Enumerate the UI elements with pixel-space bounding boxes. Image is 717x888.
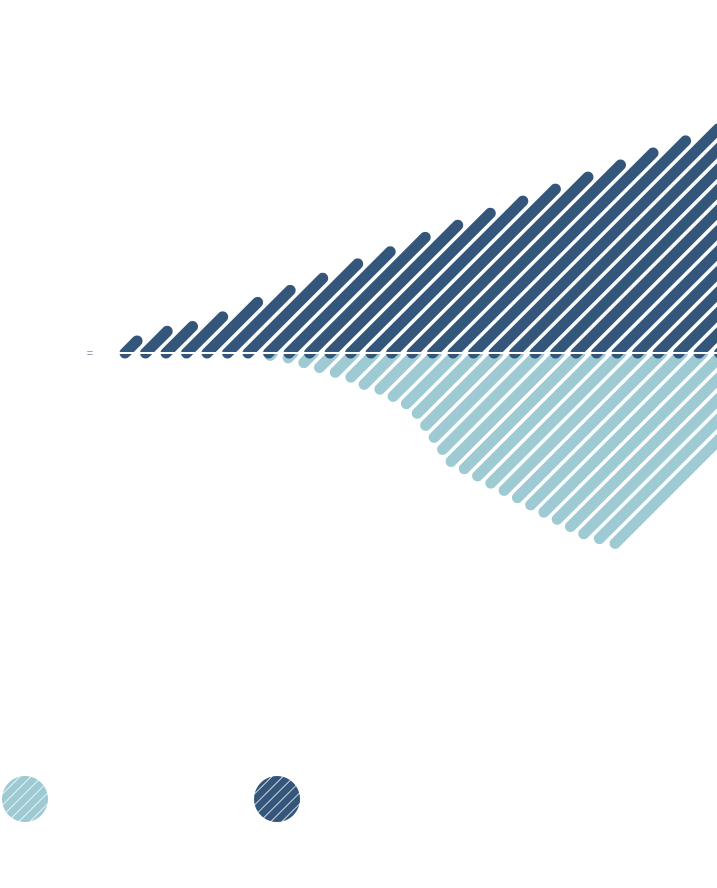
series-0-stripe-10 — [283, 246, 396, 359]
series-light-area — [264, 347, 717, 549]
series-0-stripe-17 — [427, 159, 626, 359]
series-1-stripe-29 — [578, 392, 717, 540]
series-1-stripe-18 — [437, 347, 545, 455]
series-0-stripe-24 — [570, 204, 717, 359]
series-dark-area — [0, 123, 717, 359]
series-0-stripe-25 — [591, 224, 717, 359]
series-1-stripe-14 — [400, 347, 463, 410]
series-1-stripe-26 — [538, 347, 709, 518]
series-1-stripe-15 — [411, 347, 483, 419]
series-0-stripe-2 — [119, 335, 143, 359]
legend-swatch-0 — [2, 776, 48, 822]
legend-swatch-1 — [254, 776, 300, 822]
series-1-stripe-21 — [472, 347, 606, 482]
series-0-stripe-18 — [447, 147, 659, 359]
legend — [2, 776, 300, 822]
series-1-stripe-17 — [428, 347, 524, 443]
series-1-stripe-25 — [525, 347, 688, 511]
series-0-stripe-16 — [406, 171, 594, 359]
series-1-stripe-24 — [511, 347, 668, 504]
series-0-stripe-15 — [386, 183, 561, 359]
series-1-stripe-12 — [374, 347, 422, 395]
series-0-stripe-23 — [550, 183, 717, 359]
series-0-stripe-26 — [611, 245, 717, 359]
series-1-stripe-19 — [445, 347, 565, 467]
series-0-stripe-28 — [652, 286, 717, 359]
series-0-stripe-4 — [160, 320, 199, 359]
series-0-stripe-6 — [201, 296, 264, 359]
series-0-stripe-5 — [181, 311, 229, 359]
series-0-stripe-11 — [304, 231, 431, 359]
series-0-stripe-12 — [324, 219, 464, 359]
series-1-stripe-20 — [458, 347, 586, 475]
series-0-stripe-27 — [632, 265, 717, 359]
series-0-stripe-21 — [509, 142, 717, 359]
series-0-stripe-19 — [468, 135, 692, 359]
series-0-stripe-13 — [345, 207, 496, 359]
series-0-stripe-3 — [140, 325, 173, 359]
series-0-stripe-7 — [222, 284, 296, 359]
series-1-stripe-28 — [564, 372, 717, 533]
series-0-stripe-22 — [529, 163, 717, 359]
series-1-stripe-23 — [498, 347, 647, 496]
series-1-stripe-22 — [485, 347, 627, 489]
series-0-stripe-9 — [263, 258, 364, 359]
series-1-stripe-27 — [551, 351, 717, 525]
series-0-stripe-20 — [488, 123, 717, 359]
series-1-stripe-13 — [387, 347, 442, 402]
series-1-stripe-16 — [420, 347, 504, 431]
series-1-stripe-31 — [609, 433, 717, 549]
series-0-stripe-8 — [242, 272, 329, 359]
series-1-stripe-30 — [593, 413, 717, 545]
series-0-stripe-14 — [365, 195, 529, 359]
